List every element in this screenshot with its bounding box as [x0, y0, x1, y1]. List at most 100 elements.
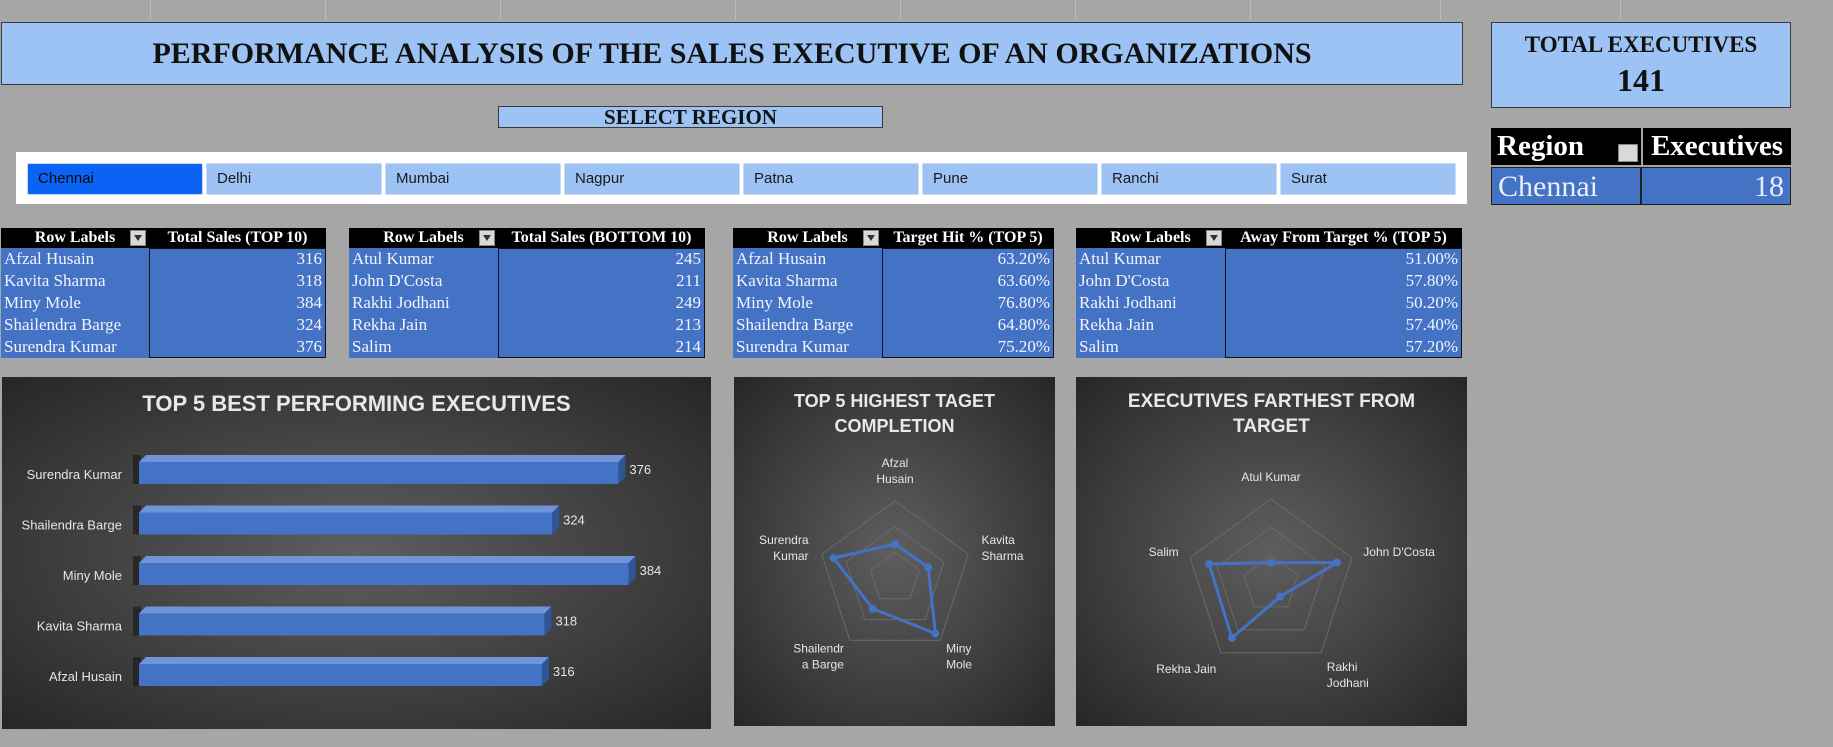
pivot-row-label: Kavita Sharma [4, 271, 106, 290]
pivot-row-value: 75.20% [997, 337, 1050, 356]
pivot-header-row-labels: Row Labels [349, 228, 498, 248]
pivot-body [349, 248, 705, 358]
pivot-value-column [498, 248, 705, 358]
radar-chart-1-title-line1: TOP 5 HIGHEST TAGET [793, 391, 996, 411]
filter-icon[interactable] [1206, 230, 1222, 246]
radar-category-label: Kavita Sharma [982, 533, 1024, 563]
total-executives-card: TOTAL EXECUTIVES 141 [1491, 22, 1791, 108]
filter-icon[interactable] [130, 230, 146, 246]
bar-data-label: 316 [553, 664, 575, 679]
pivot-row-value: 324 [296, 315, 323, 334]
pivot-row-value: 51.00% [1405, 249, 1458, 268]
slicer-item-delhi[interactable]: Delhi [206, 163, 382, 195]
pivot-row-label: Salim [352, 337, 392, 356]
bar-category-label: Shailendra Barge [22, 518, 122, 533]
bar-category-label: Kavita Sharma [37, 619, 123, 634]
bar-chart: Surendra Kumar 376 Shailendra Barge 324 Miny… [22, 455, 662, 686]
radar-point [1205, 559, 1213, 568]
radar-category-label: Atul Kumar [1241, 470, 1300, 484]
pivot-body [1076, 248, 1462, 358]
pivot-row-value: 376 [296, 337, 323, 356]
pivot-row-label: John D'Costa [1079, 271, 1170, 290]
pivot-row-value: 50.20% [1405, 293, 1458, 312]
pivot-row-value: 213 [675, 315, 702, 334]
filter-icon[interactable] [863, 230, 879, 246]
filter-icon[interactable] [479, 230, 495, 246]
radar-chart-1-title-line2: COMPLETION [834, 416, 955, 436]
radar-chart-2-title-line1: EXECUTIVES FARTHEST FROM [1127, 391, 1416, 412]
pivot-row-label: Rakhi Jodhani [352, 293, 450, 312]
radar-grid-ring [870, 551, 920, 600]
radar-category-label: Surendra Kumar [759, 533, 809, 563]
pivot-table-2: Row Labels Total Sales (BOTTOM 10) Atul Ku… [349, 228, 705, 358]
bar-category-label: Surendra Kumar [27, 467, 123, 482]
radar-category-label: Rekha Jain [1156, 662, 1216, 676]
pivot-value-column [882, 248, 1054, 358]
bar-category-label: Afzal Husain [49, 669, 122, 684]
pivot-row-value: 214 [675, 337, 702, 356]
bar [133, 606, 552, 636]
pivot-row-value: 57.20% [1405, 337, 1458, 356]
bar-data-label: 384 [640, 563, 662, 578]
slicer-item-ranchi[interactable]: Ranchi [1101, 163, 1277, 195]
pivot-row-label: Afzal Husain [4, 249, 95, 268]
radar-point [1227, 633, 1236, 642]
radar-point [868, 604, 877, 613]
radar-point [1276, 592, 1285, 601]
bar-data-label: 376 [629, 462, 651, 477]
pivot-row-value: 249 [675, 293, 702, 312]
pivot-body [733, 248, 1054, 358]
pivot-row-value: 318 [296, 271, 323, 290]
pivot-row-value: 211 [676, 271, 701, 290]
radar-point [924, 563, 933, 572]
slicer-item-mumbai[interactable]: Mumbai [385, 163, 561, 195]
pivot-row-label: Salim [1079, 337, 1119, 356]
pivot-body [1, 248, 326, 358]
radar-chart-2-title-line2: TARGET [1233, 416, 1310, 437]
radar-point [829, 554, 838, 562]
region-filter-icon[interactable] [1618, 144, 1638, 162]
pivot-table-1: Row Labels Total Sales (TOP 10) Afzal Husa… [1, 228, 326, 358]
bar [133, 505, 560, 535]
pivot-row-value: 245 [675, 249, 702, 268]
pivot-value-column [1225, 248, 1462, 358]
pivot-row-label: Rekha Jain [1079, 315, 1155, 334]
slicer-item-nagpur[interactable]: Nagpur [564, 163, 740, 195]
pivot-row-value: 63.20% [997, 249, 1050, 268]
pivot-row-label: John D'Costa [352, 271, 443, 290]
total-executives-value: 141 [1617, 62, 1665, 98]
radar-point [891, 540, 899, 549]
pivot-header-row-labels: Row Labels [1, 228, 149, 248]
slicer-item-pune[interactable]: Pune [922, 163, 1098, 195]
radar-category-label: John D'Costa [1363, 545, 1435, 559]
radar-category-label: Salim [1149, 545, 1179, 559]
bar [133, 556, 636, 585]
slicer-item-surat[interactable]: Surat [1280, 163, 1456, 195]
slicer-item-patna[interactable]: Patna [743, 163, 919, 195]
bar-category-label: Miny Mole [63, 568, 122, 583]
radar-category-label: Rakhi Jodhani [1327, 660, 1369, 690]
slicer-item-chennai[interactable]: Chennai [27, 163, 203, 195]
pivot-row-value: 64.80% [997, 315, 1050, 334]
pivot-header-row-labels: Row Labels [1076, 228, 1225, 248]
radar-chart-2-panel: EXECUTIVES FARTHEST FROM TARGET Atul Kum… [1076, 377, 1467, 726]
bar-data-label: 324 [563, 513, 585, 528]
region-value: Chennai [1491, 167, 1641, 205]
radar-chart-1-panel: TOP 5 HIGHEST TAGET COMPLETION Afzal Husa… [734, 377, 1055, 726]
radar-category-label: Shailendr a Barge [793, 641, 844, 671]
radar-grid-ring [1189, 498, 1353, 654]
pivot-row-label: Surendra Kumar [4, 337, 117, 356]
pivot-row-label: Atul Kumar [1079, 249, 1161, 268]
region-executives-pivot: Region Executives Chennai 18 [1491, 128, 1791, 205]
pivot-row-label: Surendra Kumar [736, 337, 849, 356]
pivot-row-value: 63.60% [997, 271, 1050, 290]
pivot-value-column [149, 248, 326, 358]
pivot-header-value: Total Sales (TOP 10) [149, 228, 326, 248]
region-header-label: Region [1497, 130, 1584, 162]
radar-grid-ring [1243, 555, 1299, 608]
radar-chart-2: Atul Kumar John D'Costa Rakhi Jodhani Rekha … [1149, 470, 1436, 690]
pivot-header-value: Away From Target % (TOP 5) [1225, 228, 1462, 248]
bar-chart-panel: TOP 5 BEST PERFORMING EXECUTIVES Surendr… [2, 377, 711, 729]
pivot-row-value: 384 [296, 293, 323, 312]
pivot-table-3: Row Labels Target Hit % (TOP 5) Afzal Husa… [733, 228, 1054, 358]
